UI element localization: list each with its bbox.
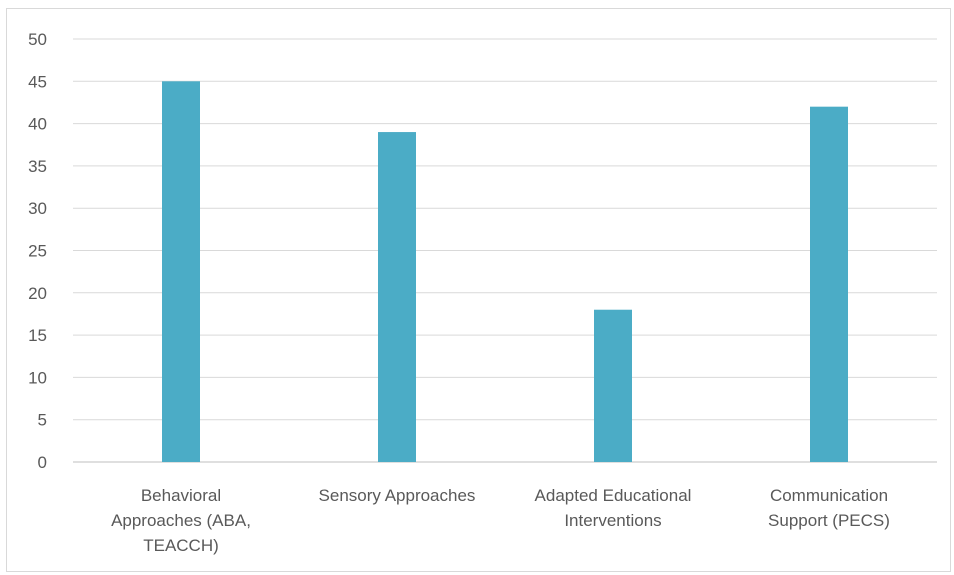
x-category-label-line: Adapted Educational — [535, 486, 692, 505]
y-tick-label: 30 — [28, 199, 47, 218]
x-category-label-line: Sensory Approaches — [319, 486, 476, 505]
y-tick-label: 0 — [38, 453, 47, 472]
y-axis-tick-labels: 0 5 10 15 20 25 30 35 40 45 50 — [28, 30, 47, 472]
y-tick-label: 10 — [28, 368, 47, 387]
x-category-label-line: TEACCH) — [143, 536, 219, 555]
x-category-label-line: Support (PECS) — [768, 511, 890, 530]
bars — [162, 81, 848, 463]
y-tick-label: 35 — [28, 157, 47, 176]
x-category-label-line: Communication — [770, 486, 888, 505]
y-tick-label: 25 — [28, 242, 47, 261]
x-category-label-line: Interventions — [564, 511, 661, 530]
bar-chart: 0 5 10 15 20 25 30 35 40 45 50 Behavioral Approache… — [28, 30, 937, 555]
y-tick-label: 5 — [38, 411, 47, 430]
x-category-label: Adapted Educational Interventions — [535, 486, 692, 530]
x-category-label-line: Behavioral — [141, 486, 221, 505]
y-tick-label: 40 — [28, 115, 47, 134]
y-tick-label: 15 — [28, 326, 47, 345]
x-category-label: Communication Support (PECS) — [768, 486, 890, 530]
gridlines — [73, 38, 937, 463]
bar — [378, 132, 416, 462]
chart-area: 0 5 10 15 20 25 30 35 40 45 50 Behavioral Approache… — [6, 8, 951, 572]
bar — [810, 106, 848, 463]
x-category-label-line: Approaches (ABA, — [111, 511, 251, 530]
x-category-label: Sensory Approaches — [319, 486, 476, 505]
y-tick-label: 50 — [28, 30, 47, 49]
y-tick-label: 45 — [28, 72, 47, 91]
bar — [594, 309, 632, 462]
y-tick-label: 20 — [28, 284, 47, 303]
x-axis-category-labels: Behavioral Approaches (ABA, TEACCH) Sensory… — [111, 486, 890, 555]
bar — [162, 81, 200, 463]
x-category-label: Behavioral Approaches (ABA, TEACCH) — [111, 486, 251, 555]
